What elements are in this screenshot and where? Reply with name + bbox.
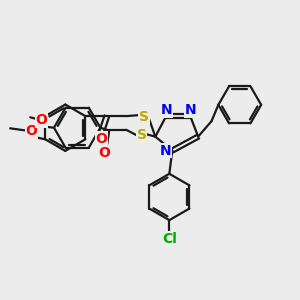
Text: O: O xyxy=(25,124,37,138)
Text: N: N xyxy=(160,144,172,158)
Text: Cl: Cl xyxy=(162,232,177,246)
Text: O: O xyxy=(36,113,47,127)
Text: O: O xyxy=(95,132,107,146)
Text: N: N xyxy=(184,103,196,118)
Text: S: S xyxy=(137,128,147,142)
Text: N: N xyxy=(160,103,172,118)
Text: S: S xyxy=(139,110,149,124)
Text: O: O xyxy=(99,146,110,160)
